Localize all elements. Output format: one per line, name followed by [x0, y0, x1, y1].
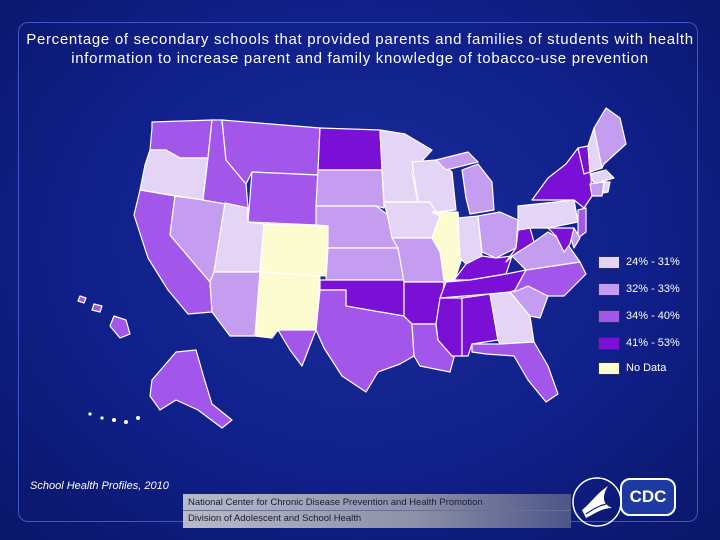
source-citation: School Health Profiles, 2010 [30, 480, 169, 492]
state-CT [589, 181, 605, 197]
state-WY [247, 171, 319, 226]
state-MI [435, 151, 495, 215]
legend-label: No Data [626, 362, 667, 374]
footer-divider [183, 510, 571, 511]
legend-swatch [598, 361, 620, 375]
state-AZ [209, 271, 261, 337]
cdc-logo: CDC [620, 478, 676, 516]
legend-swatch [598, 255, 620, 269]
state-RI [602, 181, 611, 194]
legend-item-c2: 32% - 33% [598, 281, 680, 297]
state-ND [317, 127, 383, 171]
legend-swatch [598, 282, 620, 296]
state-IA [383, 201, 441, 239]
legend-label: 34% - 40% [626, 310, 680, 322]
legend-label: 32% - 33% [626, 283, 680, 295]
map-title: Percentage of secondary schools that pro… [26, 31, 694, 67]
state-ME [593, 107, 627, 169]
state-NJ [577, 207, 587, 239]
footer-division-name: Division of Adolescent and School Health [188, 513, 362, 524]
state-CO [259, 223, 329, 277]
legend-item-c4: 41% - 53% [598, 335, 680, 351]
legend-item-c1: 24% - 31% [598, 254, 680, 270]
footer-bar: National Center for Chronic Disease Prev… [183, 494, 571, 528]
state-FL [471, 341, 559, 403]
legend-item-c3: 34% - 40% [598, 308, 680, 324]
aleutian-islands [88, 412, 140, 424]
legend-swatch [598, 309, 620, 323]
state-SD [315, 169, 385, 209]
state-PA [517, 199, 579, 231]
legend-item-nodata: No Data [598, 360, 666, 376]
state-KS [325, 247, 405, 281]
state-AK [149, 349, 233, 429]
state-OH [477, 211, 519, 259]
state-MN [379, 129, 433, 203]
legend-swatch [598, 336, 620, 350]
state-MA [589, 169, 615, 185]
state-MD [547, 227, 575, 253]
state-NE [315, 205, 399, 249]
footer-center-name: National Center for Chronic Disease Prev… [188, 497, 483, 508]
hhs-eagle-icon [572, 477, 622, 527]
logo-group: CDC [572, 470, 682, 532]
legend-label: 24% - 31% [626, 256, 680, 268]
state-HI [77, 295, 131, 339]
state-NM [254, 271, 321, 339]
legend-label: 41% - 53% [626, 337, 680, 349]
